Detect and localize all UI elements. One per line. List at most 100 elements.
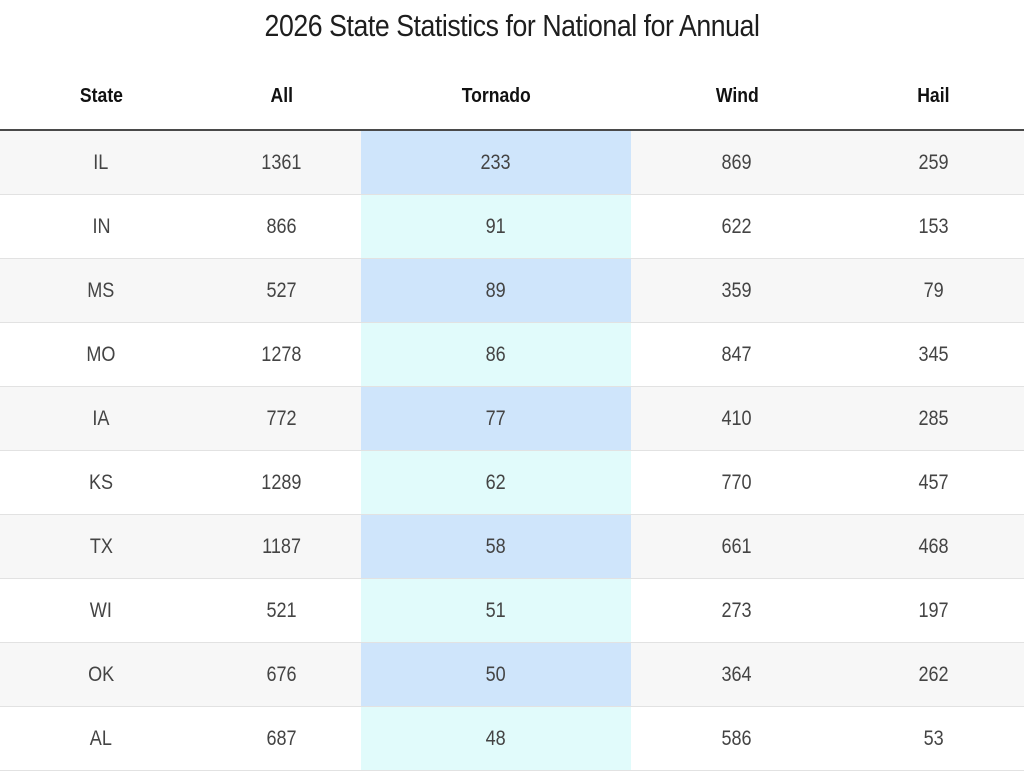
cell-state-value: AL xyxy=(89,726,113,750)
cell-all: 676 xyxy=(202,642,361,707)
cell-tornado: 89 xyxy=(361,258,631,323)
cell-state-value: KS xyxy=(88,470,114,494)
cell-hail: 285 xyxy=(843,386,1024,451)
cell-state: IA xyxy=(0,386,202,451)
cell-all-value: 1361 xyxy=(261,150,302,174)
column-header-state-label: State xyxy=(79,85,123,107)
cell-wind-value: 847 xyxy=(721,342,753,366)
cell-wind-value: 359 xyxy=(721,278,753,302)
cell-tornado-value: 91 xyxy=(485,214,507,238)
cell-tornado-value: 77 xyxy=(485,406,507,430)
cell-state: TX xyxy=(0,514,202,579)
cell-all: 1278 xyxy=(202,322,361,387)
cell-state: AL xyxy=(0,706,202,771)
cell-tornado: 50 xyxy=(361,642,631,707)
cell-tornado: 86 xyxy=(361,322,631,387)
cell-hail-value: 259 xyxy=(918,150,949,174)
cell-all: 687 xyxy=(202,706,361,771)
cell-wind-value: 622 xyxy=(721,214,753,238)
cell-tornado: 62 xyxy=(361,450,631,515)
cell-state-value: IL xyxy=(93,150,109,174)
cell-all: 772 xyxy=(202,386,361,451)
table-row: IN 866 91 622 153 xyxy=(0,194,1024,259)
cell-state: MO xyxy=(0,322,202,387)
cell-state-value: WI xyxy=(89,598,113,622)
cell-all-value: 521 xyxy=(266,598,297,622)
cell-hail: 345 xyxy=(843,322,1024,387)
cell-wind-value: 273 xyxy=(721,598,753,622)
cell-tornado-value: 62 xyxy=(485,470,507,494)
column-header-tornado-label: Tornado xyxy=(461,85,531,107)
cell-hail-value: 262 xyxy=(918,662,949,686)
cell-hail-value: 153 xyxy=(918,214,949,238)
cell-all-value: 1278 xyxy=(261,342,302,366)
cell-tornado-value: 51 xyxy=(485,598,507,622)
cell-wind-value: 364 xyxy=(721,662,753,686)
cell-tornado: 91 xyxy=(361,194,631,259)
cell-wind-value: 410 xyxy=(721,406,753,430)
cell-wind: 622 xyxy=(631,194,843,259)
cell-hail: 53 xyxy=(843,706,1024,771)
cell-hail-value: 457 xyxy=(918,470,949,494)
cell-wind: 661 xyxy=(631,514,843,579)
cell-hail: 197 xyxy=(843,578,1024,643)
cell-hail: 262 xyxy=(843,642,1024,707)
cell-wind: 770 xyxy=(631,450,843,515)
cell-state-value: TX xyxy=(89,534,113,558)
cell-wind-value: 770 xyxy=(721,470,753,494)
cell-all: 521 xyxy=(202,578,361,643)
cell-wind: 586 xyxy=(631,706,843,771)
page-title: 2026 State Statistics for National for A… xyxy=(264,8,760,43)
column-header-hail[interactable]: Hail xyxy=(843,64,1024,131)
cell-all-value: 1289 xyxy=(261,470,302,494)
cell-wind: 359 xyxy=(631,258,843,323)
cell-all: 1289 xyxy=(202,450,361,515)
table-row: IA 772 77 410 285 xyxy=(0,386,1024,451)
cell-state-value: IA xyxy=(92,406,110,430)
column-header-state[interactable]: State xyxy=(0,64,202,131)
cell-tornado: 51 xyxy=(361,578,631,643)
cell-wind-value: 661 xyxy=(721,534,753,558)
table-header: State All Tornado Wind Hail xyxy=(0,64,1024,131)
table-row: MO 1278 86 847 345 xyxy=(0,322,1024,387)
cell-tornado: 233 xyxy=(361,130,631,195)
cell-tornado-value: 58 xyxy=(485,534,507,558)
cell-wind: 869 xyxy=(631,130,843,195)
cell-state-value: OK xyxy=(87,662,115,686)
table-row: KS 1289 62 770 457 xyxy=(0,450,1024,515)
cell-state-value: MO xyxy=(86,342,116,366)
cell-tornado-value: 48 xyxy=(485,726,507,750)
table-row: WI 521 51 273 197 xyxy=(0,578,1024,643)
cell-all-value: 772 xyxy=(266,406,297,430)
cell-wind-value: 869 xyxy=(721,150,753,174)
cell-all-value: 687 xyxy=(266,726,297,750)
column-header-hail-label: Hail xyxy=(917,85,950,107)
cell-wind: 410 xyxy=(631,386,843,451)
column-header-all[interactable]: All xyxy=(202,64,361,131)
column-header-all-label: All xyxy=(270,85,293,107)
column-header-wind[interactable]: Wind xyxy=(631,64,843,131)
cell-hail: 457 xyxy=(843,450,1024,515)
cell-all-value: 676 xyxy=(266,662,297,686)
cell-wind: 847 xyxy=(631,322,843,387)
cell-state: IL xyxy=(0,130,202,195)
cell-wind-value: 586 xyxy=(721,726,753,750)
cell-hail: 153 xyxy=(843,194,1024,259)
cell-all-value: 1187 xyxy=(262,534,301,558)
cell-hail-value: 285 xyxy=(918,406,949,430)
cell-tornado: 77 xyxy=(361,386,631,451)
table-row: AL 687 48 586 53 xyxy=(0,706,1024,771)
column-header-tornado[interactable]: Tornado xyxy=(361,64,631,131)
cell-all: 1187 xyxy=(202,514,361,579)
cell-tornado-value: 233 xyxy=(480,150,512,174)
table-row: OK 676 50 364 262 xyxy=(0,642,1024,707)
cell-state-value: MS xyxy=(87,278,115,302)
cell-all: 527 xyxy=(202,258,361,323)
cell-hail: 79 xyxy=(843,258,1024,323)
table-body: IL 1361 233 869 259 IN 866 91 622 153 MS… xyxy=(0,130,1024,771)
cell-hail-value: 468 xyxy=(918,534,949,558)
cell-state-value: IN xyxy=(91,214,111,238)
cell-wind: 273 xyxy=(631,578,843,643)
cell-wind: 364 xyxy=(631,642,843,707)
cell-all: 1361 xyxy=(202,130,361,195)
